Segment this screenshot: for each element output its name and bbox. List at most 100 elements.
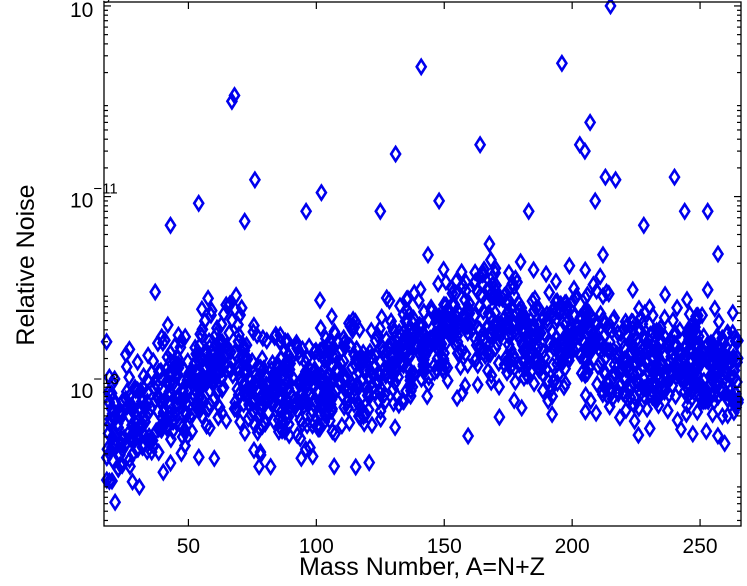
- data-point: [446, 283, 459, 303]
- data-point: [162, 365, 175, 385]
- data-point: [192, 447, 205, 467]
- data-point: [105, 411, 118, 431]
- data-point: [106, 450, 119, 470]
- data-point: [521, 366, 534, 386]
- data-point: [325, 306, 338, 326]
- data-point: [225, 91, 238, 111]
- data-point: [680, 290, 694, 310]
- data-point: [351, 378, 364, 398]
- data-point: [659, 285, 672, 305]
- data-point: [181, 351, 194, 371]
- data-point: [116, 403, 129, 423]
- data-point: [507, 277, 521, 297]
- data-point: [228, 86, 241, 105]
- data-point: [637, 215, 650, 235]
- data-point: [397, 355, 410, 375]
- data-point: [437, 343, 451, 363]
- data-point: [718, 433, 731, 453]
- data-point: [325, 371, 338, 391]
- data-point: [223, 294, 236, 314]
- data-point: [454, 357, 467, 377]
- data-point: [359, 405, 372, 424]
- data-point: [175, 331, 188, 351]
- data-point: [462, 426, 475, 446]
- data-point: [609, 170, 622, 190]
- data-point: [223, 323, 236, 343]
- data-point: [646, 359, 659, 379]
- data-point: [260, 331, 273, 351]
- data-point: [374, 201, 387, 221]
- data-point: [513, 300, 526, 320]
- data-point: [649, 360, 662, 379]
- data-point: [281, 381, 294, 401]
- data-point: [459, 281, 472, 301]
- data-point: [712, 312, 725, 332]
- data-point: [345, 358, 359, 378]
- data-point: [638, 369, 651, 389]
- data-point: [231, 315, 245, 335]
- data-point: [685, 381, 698, 401]
- data-point: [632, 398, 645, 418]
- data-point: [335, 340, 348, 360]
- data-point: [146, 431, 159, 450]
- data-point: [522, 201, 535, 221]
- data-point: [157, 462, 170, 482]
- data-point: [508, 390, 521, 410]
- data-point: [523, 347, 536, 366]
- data-point: [195, 349, 208, 369]
- data-point: [540, 264, 553, 284]
- data-point: [109, 492, 122, 512]
- data-point: [161, 347, 174, 367]
- data-point: [192, 193, 205, 213]
- data-point: [579, 288, 592, 308]
- data-point: [175, 390, 188, 410]
- data-point: [536, 364, 549, 384]
- data-point: [102, 382, 115, 402]
- data-point: [484, 250, 497, 270]
- data-point: [118, 428, 131, 448]
- data-point: [176, 417, 189, 437]
- data-point: [614, 323, 628, 343]
- data-point: [362, 368, 375, 387]
- data-point: [116, 392, 129, 412]
- data-point: [328, 322, 341, 342]
- data-point: [568, 305, 582, 325]
- data-point: [270, 369, 284, 389]
- x-tick-label: 200: [555, 535, 590, 558]
- data-point: [502, 292, 515, 312]
- data-point: [123, 367, 136, 387]
- data-point: [152, 388, 165, 408]
- data-point: [515, 398, 528, 418]
- data-point: [195, 299, 208, 319]
- data-point: [513, 355, 526, 375]
- data-point: [555, 53, 568, 73]
- data-point: [330, 381, 343, 401]
- data-point: [254, 358, 267, 378]
- data-point: [247, 440, 261, 460]
- data-point: [691, 310, 704, 330]
- data-point: [559, 359, 572, 379]
- data-point: [726, 340, 739, 360]
- data-point: [164, 215, 177, 235]
- data-point: [493, 407, 506, 427]
- data-point: [674, 419, 688, 439]
- data-point: [421, 245, 435, 265]
- data-point: [579, 402, 592, 422]
- data-point: [215, 403, 228, 423]
- data-point: [313, 290, 327, 310]
- x-tick-label: 50: [177, 535, 200, 558]
- data-point: [279, 331, 292, 351]
- data-point: [601, 372, 614, 392]
- data-point: [256, 416, 269, 436]
- data-point: [489, 289, 502, 309]
- data-point: [381, 342, 394, 361]
- data-point: [596, 286, 610, 306]
- data-point: [205, 363, 218, 383]
- data-point: [103, 392, 116, 412]
- data-point: [688, 336, 702, 356]
- data-point: [300, 201, 313, 221]
- data-point: [493, 289, 506, 309]
- data-point: [158, 330, 171, 350]
- data-point: [238, 211, 251, 231]
- data-point: [277, 394, 290, 414]
